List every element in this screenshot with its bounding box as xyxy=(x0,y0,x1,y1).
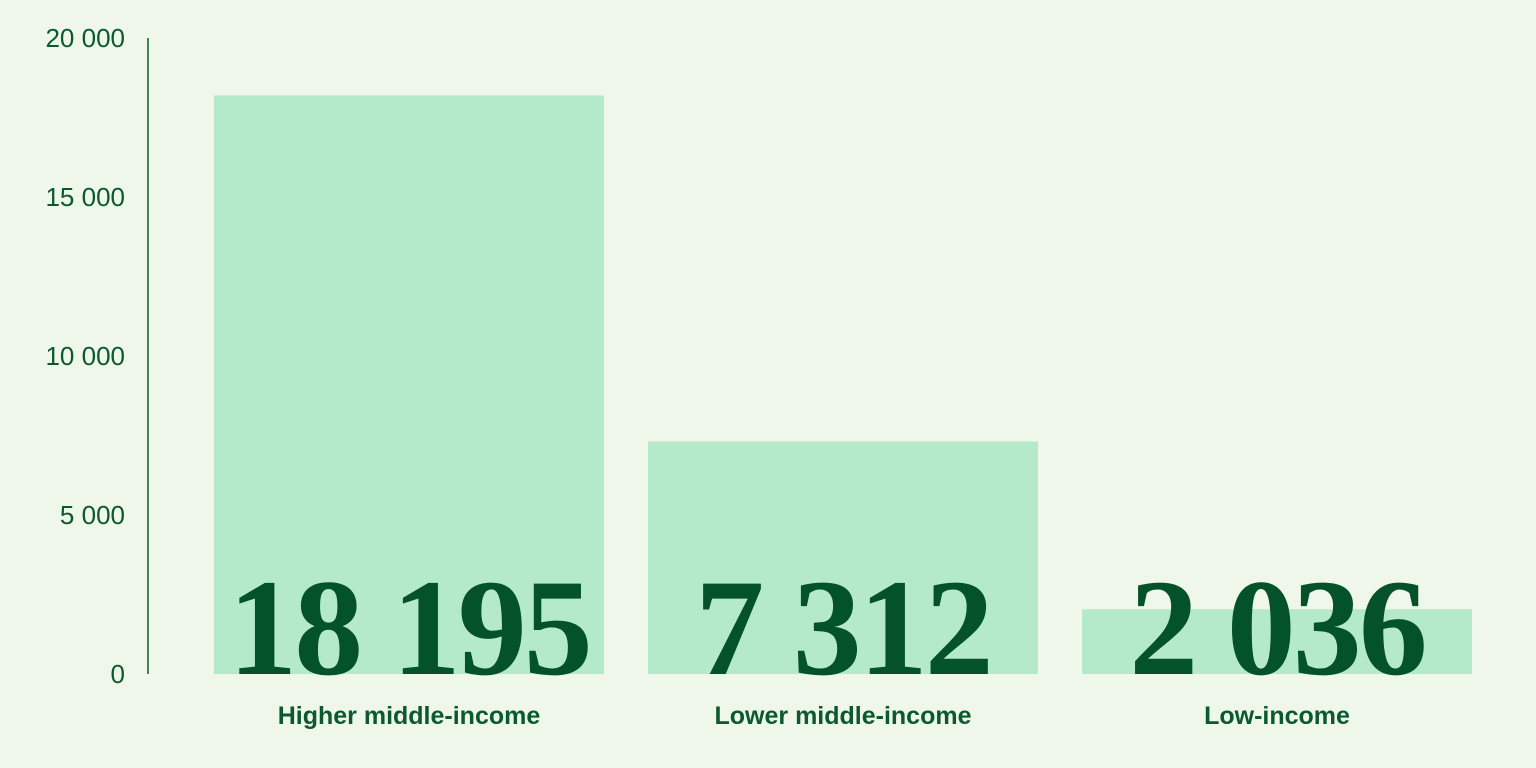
bar-value-label: 2 036 xyxy=(1129,551,1425,704)
y-tick-label: 5 000 xyxy=(60,500,125,530)
y-tick-label: 20 000 xyxy=(45,23,125,53)
category-label: Higher middle-income xyxy=(278,702,541,730)
category-label: Low-income xyxy=(1204,702,1350,730)
bar-value-label: 18 195 xyxy=(228,551,590,704)
bar xyxy=(1082,609,1472,674)
bar-value-label: 7 312 xyxy=(695,551,991,704)
bars-group xyxy=(214,95,1472,675)
bar xyxy=(214,95,604,675)
y-tick-label: 10 000 xyxy=(45,341,125,371)
y-axis-ticks: 0 5 000 10 000 15 000 20 000 xyxy=(45,23,125,689)
y-tick-label: 0 xyxy=(111,659,125,689)
category-label: Lower middle-income xyxy=(715,702,972,730)
y-tick-label: 15 000 xyxy=(45,182,125,212)
category-labels-group: Higher middle-income Lower middle-income L… xyxy=(278,702,1350,730)
bar xyxy=(648,441,1038,674)
value-labels-group: 18 195 7 312 2 036 xyxy=(228,551,1428,704)
